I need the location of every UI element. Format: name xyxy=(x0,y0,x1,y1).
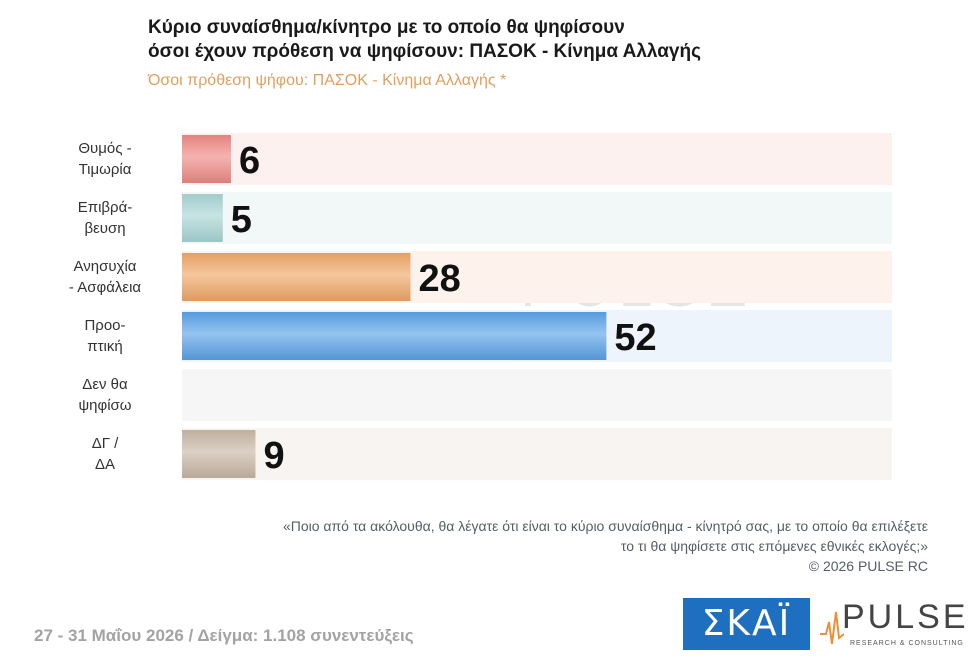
pulse-logo-word: PULSE xyxy=(842,598,969,636)
bar xyxy=(182,312,607,360)
pulse-wave-icon xyxy=(820,611,844,645)
chart-subtitle: Όσοι πρόθεση ψήφου: ΠΑΣΟΚ - Κίνημα Αλλαγ… xyxy=(148,72,507,89)
value-label: 6 xyxy=(239,140,260,182)
value-label: 9 xyxy=(263,435,284,477)
row-background xyxy=(182,428,892,480)
category-label-line2: - Ασφάλεια xyxy=(68,279,142,296)
chart-bars xyxy=(182,135,607,478)
value-label: 28 xyxy=(419,258,461,300)
chart-value-labels: 6 5 28 52 9 xyxy=(231,140,657,477)
pulse-logo: PULSE RESEARCH & CONSULTING xyxy=(820,598,970,654)
category-label-line2: πτική xyxy=(87,338,123,355)
category-label-line1: Προο- xyxy=(84,317,126,334)
pulse-watermark: PULSE RESEARCH & CONSULTING xyxy=(480,251,754,333)
chart-rows xyxy=(182,133,892,480)
skai-logo: ΣΚΑΪ xyxy=(683,598,810,650)
question-line-1: «Ποιο από τα ακόλουθα, θα λέγατε ότι είν… xyxy=(282,518,928,534)
category-label-line2: Τιμωρία xyxy=(78,161,132,178)
row-background xyxy=(182,251,892,303)
pulse-logo-tagline: RESEARCH & CONSULTING xyxy=(850,640,964,647)
row-background xyxy=(182,369,892,421)
bar xyxy=(182,253,411,301)
title-line-1: Κύριο συναίσθημα/κίνητρο με το οποίο θα … xyxy=(148,17,625,38)
value-label: 5 xyxy=(231,199,252,241)
category-label-line1: Ανησυχία xyxy=(73,258,137,275)
row-background xyxy=(182,192,892,244)
bar xyxy=(182,135,231,183)
title-line-2: όσοι έχουν πρόθεση να ψηφίσουν: ΠΑΣΟΚ - … xyxy=(148,41,701,62)
row-background xyxy=(182,133,892,185)
category-label-line1: ΔΓ / xyxy=(91,435,119,452)
chart-title: Κύριο συναίσθημα/κίνητρο με το οποίο θα … xyxy=(148,16,788,64)
category-label: Δεν θα ψηφίσω xyxy=(40,374,170,416)
watermark-tagline: RESEARCH & CONSULTING xyxy=(520,317,735,332)
value-label: 52 xyxy=(614,317,656,359)
copyright-note: © 2026 PULSE RC xyxy=(808,558,928,574)
category-label-line1: Επιβρά- xyxy=(77,199,133,216)
watermark-word: PULSE xyxy=(520,251,754,320)
survey-question: «Ποιο από τα ακόλουθα, θα λέγατε ότι είν… xyxy=(128,516,928,556)
row-background xyxy=(182,310,892,362)
category-label-line2: ψηφίσω xyxy=(78,397,132,414)
category-label: Προο-πτική xyxy=(40,315,170,357)
category-label-line1: Δεν θα xyxy=(82,376,128,393)
bar xyxy=(182,194,223,242)
survey-footer: 27 - 31 Μαΐου 2026 / Δείγμα: 1.108 συνεν… xyxy=(34,626,414,645)
question-line-2: το τι θα ψηφίσετε στις επόμενες εθνικές … xyxy=(620,538,928,554)
category-label-line2: βευση xyxy=(84,220,126,237)
category-label: Επιβρά-βευση xyxy=(40,197,170,239)
category-label: Θυμός - Τιμωρία xyxy=(40,138,170,180)
bar xyxy=(182,430,256,478)
category-label-line1: Θυμός - xyxy=(78,140,132,157)
category-label-line2: ΔΑ xyxy=(94,456,116,473)
category-label: ΔΓ / ΔΑ xyxy=(40,433,170,475)
category-label: Ανησυχία - Ασφάλεια xyxy=(40,256,170,298)
